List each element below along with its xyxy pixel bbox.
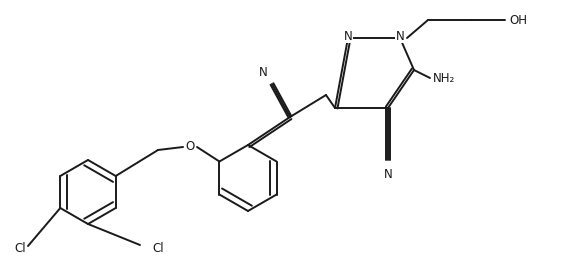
Text: O: O: [185, 140, 195, 153]
Text: N: N: [396, 30, 404, 43]
Text: Cl: Cl: [14, 242, 26, 254]
Text: N: N: [384, 168, 392, 182]
Text: NH₂: NH₂: [433, 72, 455, 84]
Text: Cl: Cl: [152, 243, 164, 256]
Text: N: N: [259, 65, 268, 78]
Text: OH: OH: [509, 13, 527, 26]
Text: N: N: [344, 30, 352, 43]
